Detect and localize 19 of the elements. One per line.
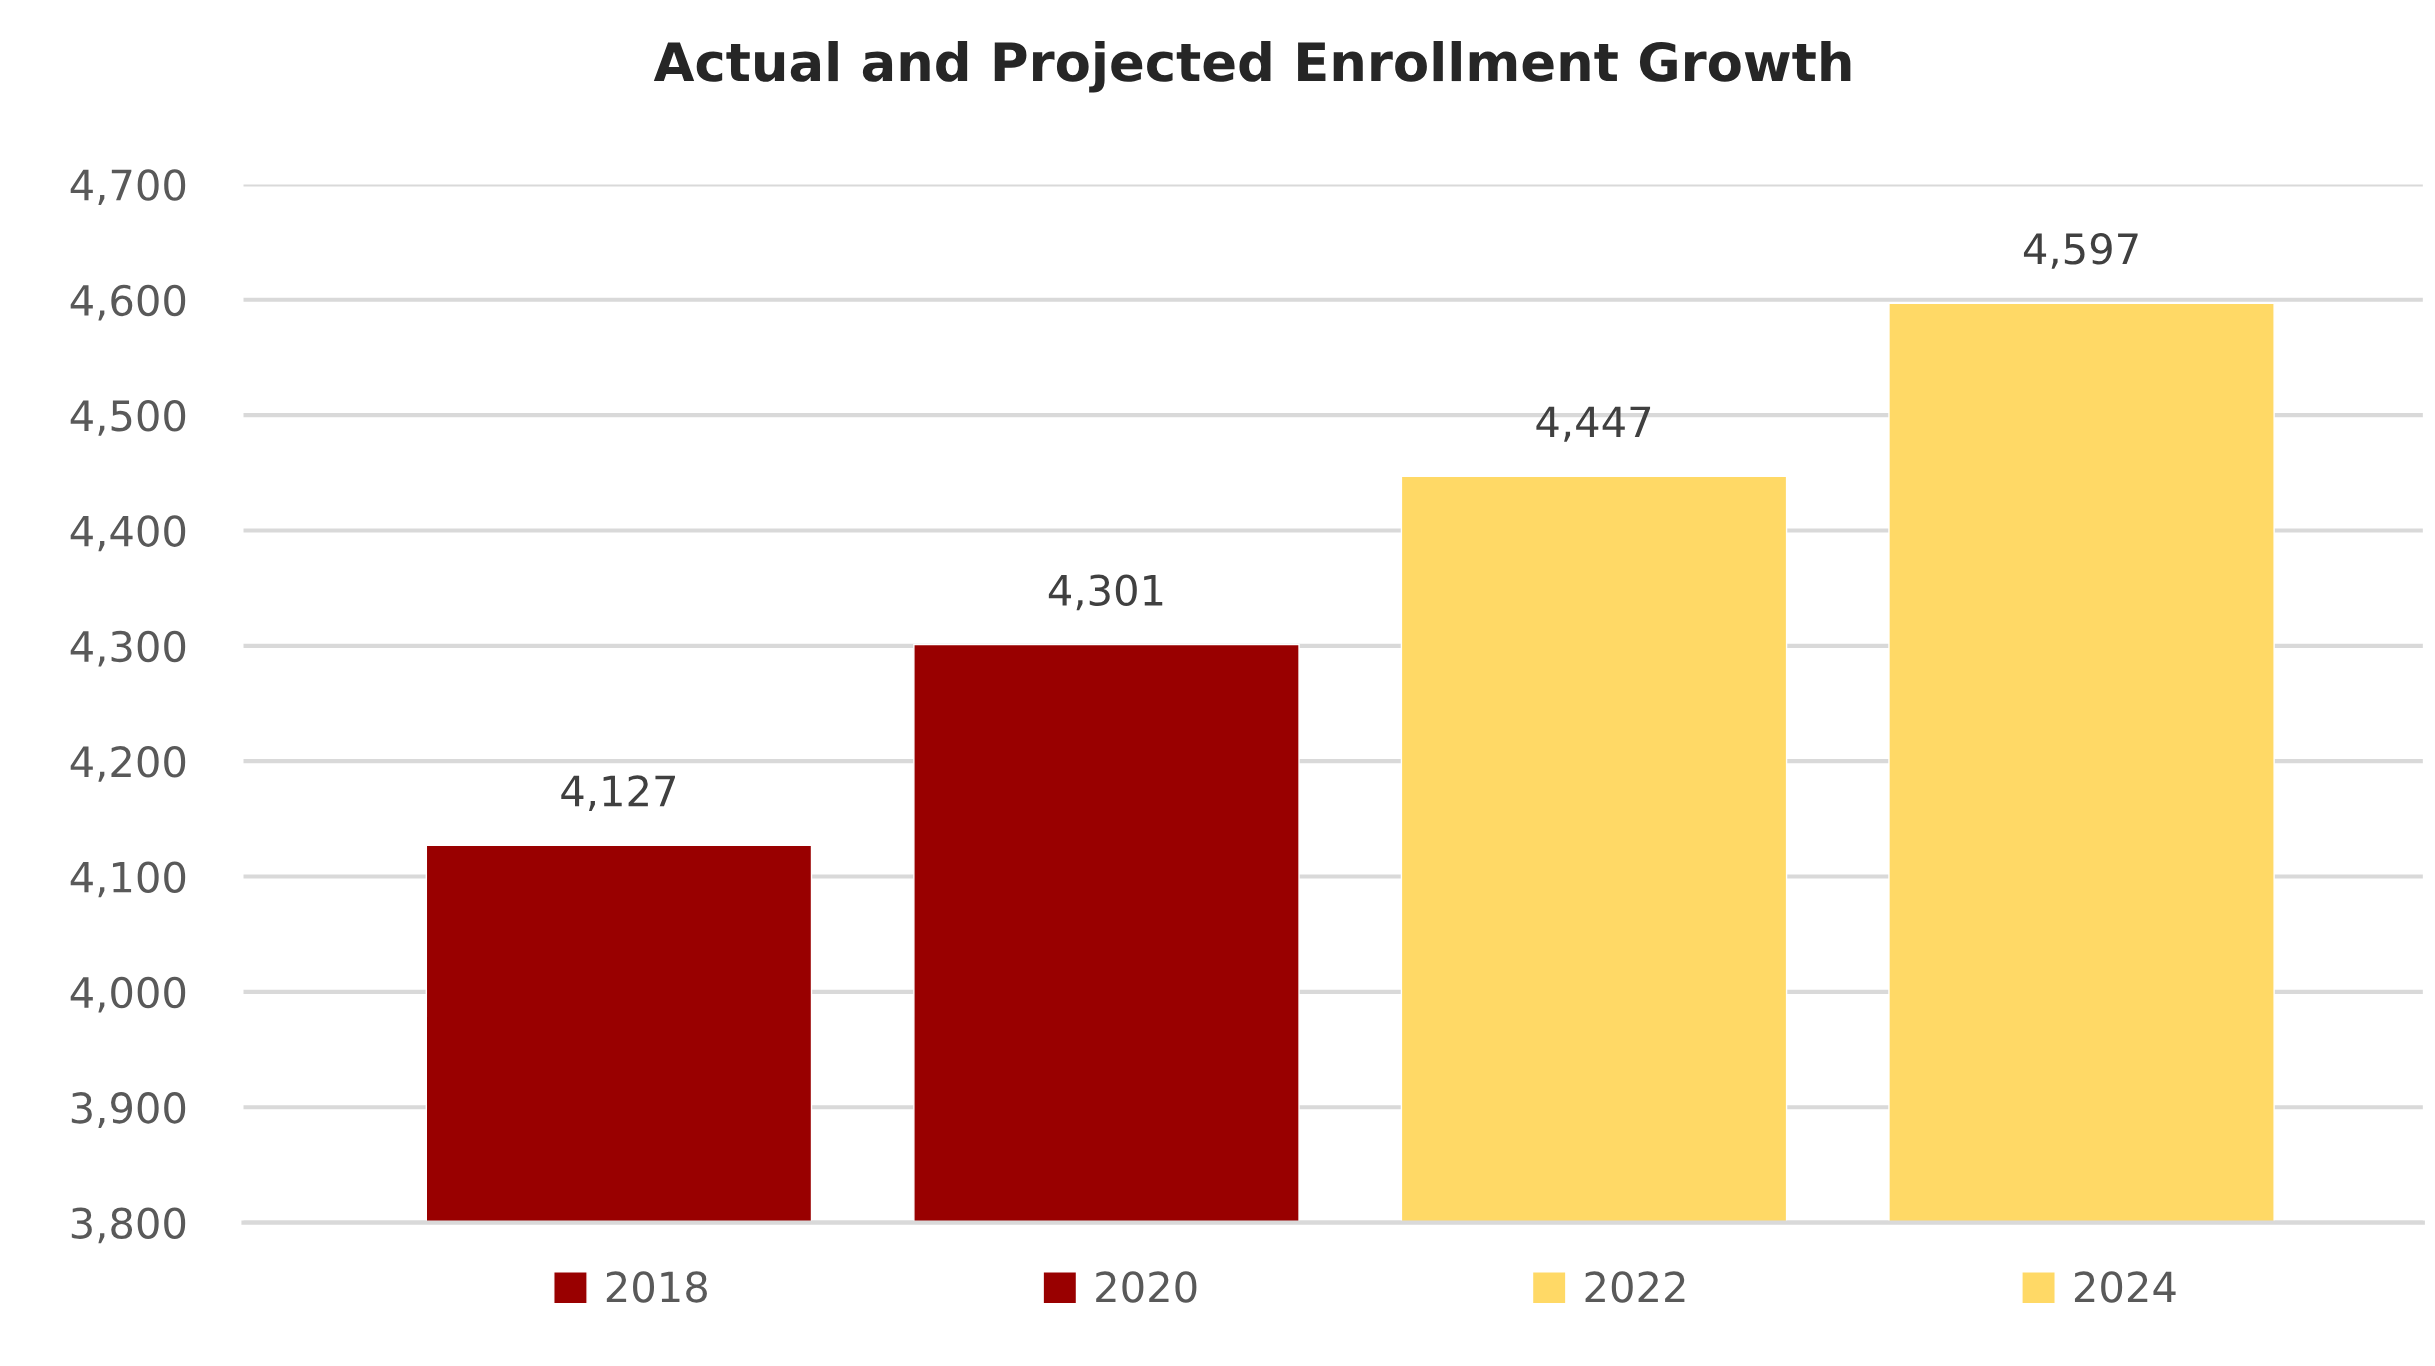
legend-label: 2020: [1096, 1271, 1197, 1303]
y-tick-label: 4,100: [70, 861, 186, 898]
data-label: 4,301: [1048, 574, 1163, 611]
legend-label: 2018: [606, 1271, 707, 1303]
legend-label: 2024: [2074, 1271, 2176, 1303]
y-tick-label: 4,200: [70, 746, 186, 782]
y-tick-label: 4,500: [70, 400, 186, 436]
data-label: 4,597: [2023, 233, 2138, 269]
y-tick-label: 4,000: [70, 976, 186, 1013]
legend-label: 2022: [1585, 1271, 1685, 1303]
chart-title: Actual and Projected Enrollment Growth: [653, 40, 1851, 93]
y-tick-label: 4,400: [70, 515, 186, 552]
y-tick-label: 4,600: [70, 284, 186, 321]
y-tick-label: 3,900: [71, 1092, 186, 1128]
y-tick-label: 4,300: [70, 630, 186, 667]
data-label: 4,127: [561, 775, 675, 811]
y-tick-label: 3,800: [71, 1207, 186, 1244]
y-tick-label: 4,700: [70, 169, 186, 206]
data-label: 4,447: [1536, 406, 1651, 442]
